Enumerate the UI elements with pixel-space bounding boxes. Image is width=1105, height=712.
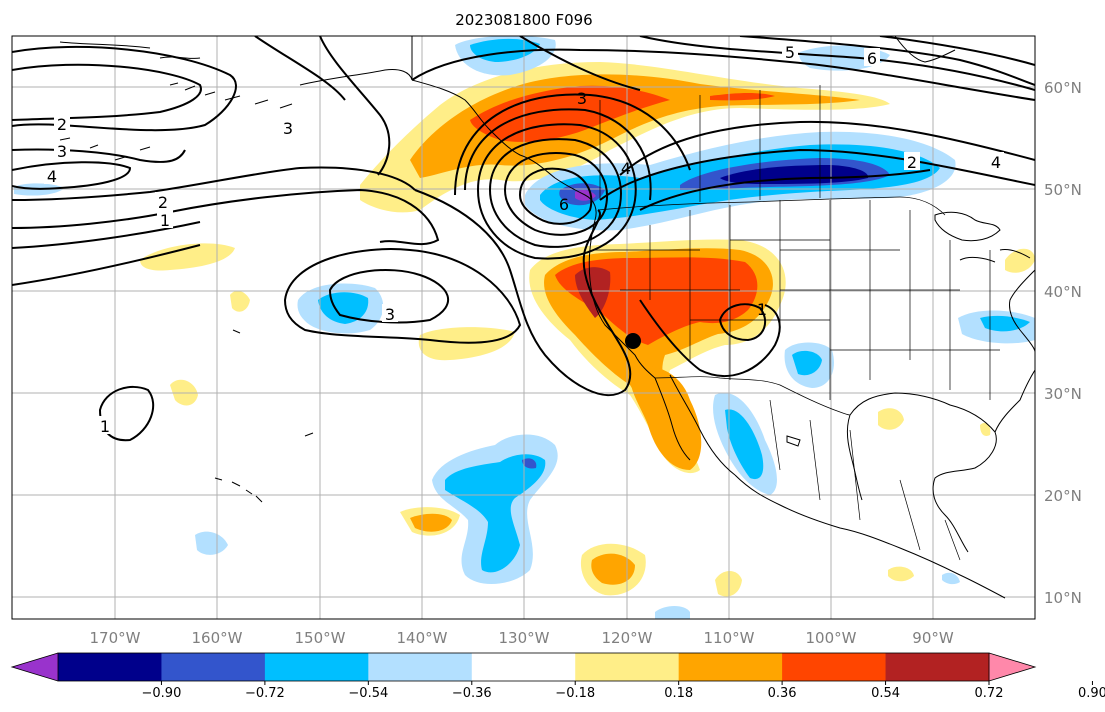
- colorbar-tick-label: −0.72: [245, 686, 285, 701]
- colorbar-segment: [264, 653, 369, 681]
- contour-label: 4: [621, 159, 631, 178]
- colorbar-segment: [161, 653, 266, 681]
- contour-label: 3: [385, 305, 395, 324]
- negative-anomaly-tropics: [195, 434, 558, 585]
- lat-label: 30°N: [1044, 385, 1082, 403]
- contour-label: 2: [907, 153, 917, 172]
- lat-label: 10°N: [1044, 589, 1082, 607]
- contour-label: 1: [757, 300, 767, 319]
- lon-label: 120°W: [602, 629, 653, 647]
- contour-labels: 2 3 4 2 1 3 5 6 2 4 6 4 3 1 1: [44, 42, 1004, 436]
- colorbar-extend-low: [12, 653, 58, 681]
- coastlines: [59, 36, 1035, 599]
- lon-label: 110°W: [704, 629, 755, 647]
- colorbar-tick-label: −0.54: [348, 686, 388, 701]
- map-title: 2023081800 F096: [455, 11, 592, 29]
- colorbar-tick-label: 0.18: [664, 686, 693, 701]
- lon-label: 170°W: [90, 629, 141, 647]
- map-gridlines: [12, 36, 1035, 619]
- lon-label: 150°W: [295, 629, 346, 647]
- height-contours: [12, 36, 1035, 442]
- colorbar-segment: [368, 653, 473, 681]
- location-marker: [625, 333, 641, 349]
- lon-label: 100°W: [806, 629, 857, 647]
- contour-label: 6: [559, 195, 569, 214]
- colorbar-tick-label: 0.54: [871, 686, 900, 701]
- colorbar-tick-label: 0.90: [1078, 686, 1105, 701]
- colorbar-tick-label: 0.36: [768, 686, 797, 701]
- lon-label: 90°W: [912, 629, 954, 647]
- contour-label: 3: [57, 142, 67, 161]
- low-center-contours: [454, 93, 691, 260]
- contour-label: 2: [158, 193, 168, 212]
- lat-label: 50°N: [1044, 181, 1082, 199]
- lat-label: 60°N: [1044, 79, 1082, 97]
- colorbar-segment: [678, 653, 783, 681]
- lat-label: 40°N: [1044, 283, 1082, 301]
- colorbar-tick-label: −0.36: [452, 686, 492, 701]
- colorbar-segment: [782, 653, 887, 681]
- contour-label: 5: [785, 43, 795, 62]
- colorbar-segment: [471, 653, 576, 681]
- contour-label: 3: [577, 89, 587, 108]
- latitude-labels: 60°N 50°N 40°N 30°N 20°N 10°N: [1044, 79, 1082, 607]
- colorbar-tick-label: −0.90: [142, 686, 182, 701]
- contour-label: 1: [160, 211, 170, 230]
- colorbar-tick-label: −0.18: [555, 686, 595, 701]
- contour-label: 4: [991, 153, 1001, 172]
- lon-label: 130°W: [499, 629, 550, 647]
- contour-label: 2: [57, 115, 67, 134]
- positive-anomaly-baja: [629, 366, 702, 470]
- map-border: [11, 35, 1036, 620]
- lat-label: 20°N: [1044, 487, 1082, 505]
- lon-label: 140°W: [397, 629, 448, 647]
- contour-label: 3: [283, 119, 293, 138]
- contour-label: 1: [100, 417, 110, 436]
- positive-anomaly-small: [140, 243, 235, 271]
- longitude-labels: 170°W 160°W 150°W 140°W 130°W 120°W 110°…: [90, 629, 954, 647]
- map-content: 2 3 4 2 1 3 5 6 2 4 6 4 3 1 1: [12, 36, 1035, 619]
- colorbar: −0.90 −0.72 −0.54 −0.36 −0.18 0.18 0.36 0.54 0.7…: [10, 652, 1105, 701]
- colorbar-segment: [575, 653, 680, 681]
- colorbar-extend-high: [989, 653, 1035, 681]
- lon-label: 160°W: [192, 629, 243, 647]
- colorbar-segment: [58, 653, 162, 681]
- contour-label: 6: [867, 49, 877, 68]
- colorbar-tick-label: 0.72: [975, 686, 1004, 701]
- colorbar-segment: [885, 653, 990, 681]
- contour-label: 4: [47, 167, 57, 186]
